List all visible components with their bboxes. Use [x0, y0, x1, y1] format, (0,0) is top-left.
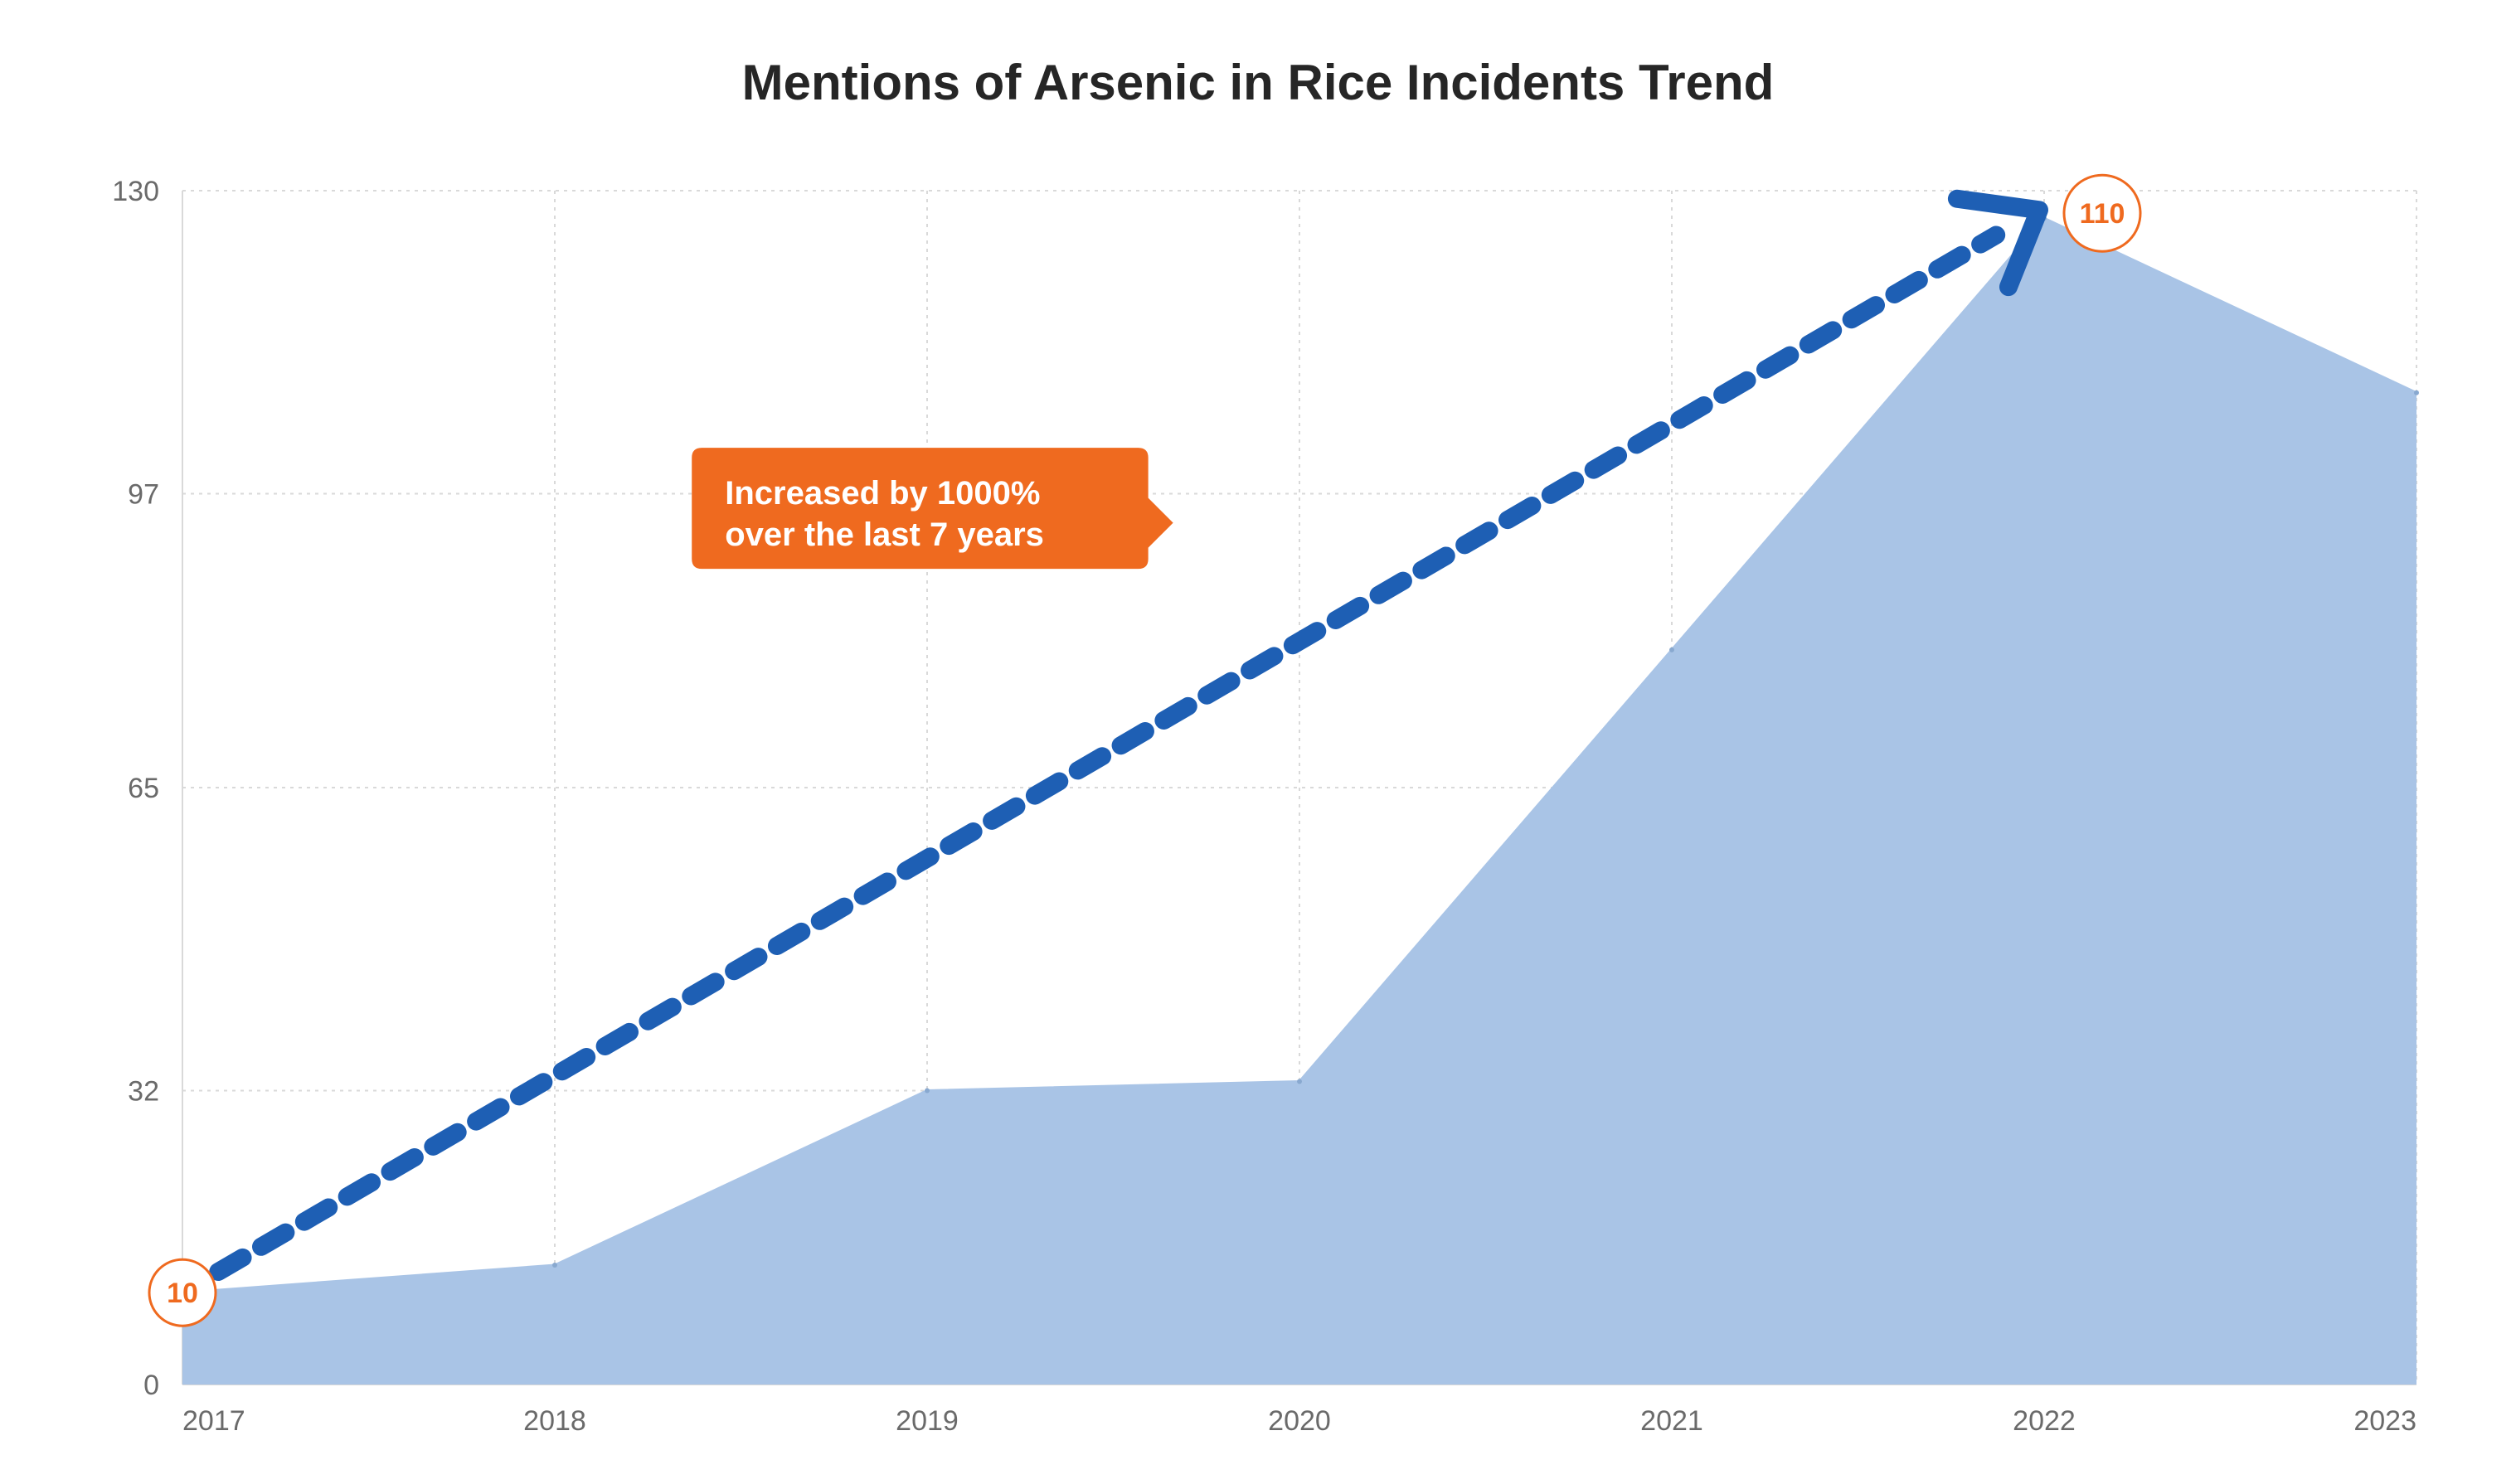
- data-point: [2414, 390, 2419, 395]
- data-point: [1669, 647, 1674, 652]
- annotation-text: Increased by 1000%: [725, 475, 1040, 512]
- chart-svg: Mentions of Arsenic in Rice Incidents Tr…: [0, 0, 2516, 1484]
- data-point: [552, 1263, 557, 1268]
- y-tick-label: 0: [143, 1370, 159, 1401]
- y-tick-label: 130: [112, 176, 159, 207]
- x-tick-label: 2017: [182, 1405, 245, 1437]
- y-tick-label: 65: [128, 773, 159, 804]
- x-tick-label: 2018: [523, 1405, 586, 1437]
- x-tick-label: 2022: [2013, 1405, 2076, 1437]
- chart-title: Mentions of Arsenic in Rice Incidents Tr…: [742, 55, 1775, 110]
- x-tick-label: 2020: [1268, 1405, 1331, 1437]
- data-point: [1297, 1079, 1302, 1084]
- x-tick-label: 2023: [2353, 1405, 2416, 1437]
- callout-label: 110: [2080, 198, 2125, 230]
- callout-label: 10: [167, 1278, 198, 1309]
- x-tick-label: 2021: [1640, 1405, 1703, 1437]
- y-tick-label: 32: [128, 1076, 159, 1108]
- y-tick-label: 97: [128, 479, 159, 511]
- data-point: [925, 1089, 930, 1094]
- arsenic-trend-chart: Mentions of Arsenic in Rice Incidents Tr…: [0, 0, 2516, 1484]
- x-tick-label: 2019: [896, 1405, 959, 1437]
- annotation-text: over the last 7 years: [725, 516, 1044, 553]
